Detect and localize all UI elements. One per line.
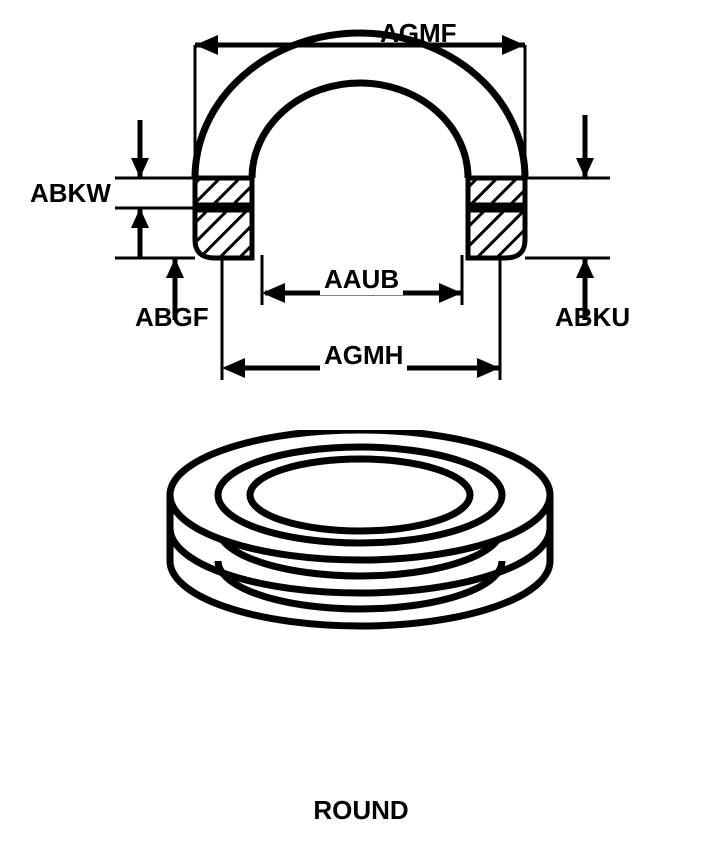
diagram-page: AGMF ABKW ABGF AAUB ABKU AGMH ROUND <box>0 0 722 860</box>
label-agmf: AGMF <box>380 18 457 49</box>
label-abku: ABKU <box>555 302 630 333</box>
diagram-title: ROUND <box>0 795 722 826</box>
label-abgf: ABGF <box>135 302 209 333</box>
ring-stack-svg <box>0 430 722 790</box>
label-agmh: AGMH <box>320 340 407 371</box>
label-aaub: AAUB <box>320 264 403 295</box>
label-abkw: ABKW <box>30 178 111 209</box>
